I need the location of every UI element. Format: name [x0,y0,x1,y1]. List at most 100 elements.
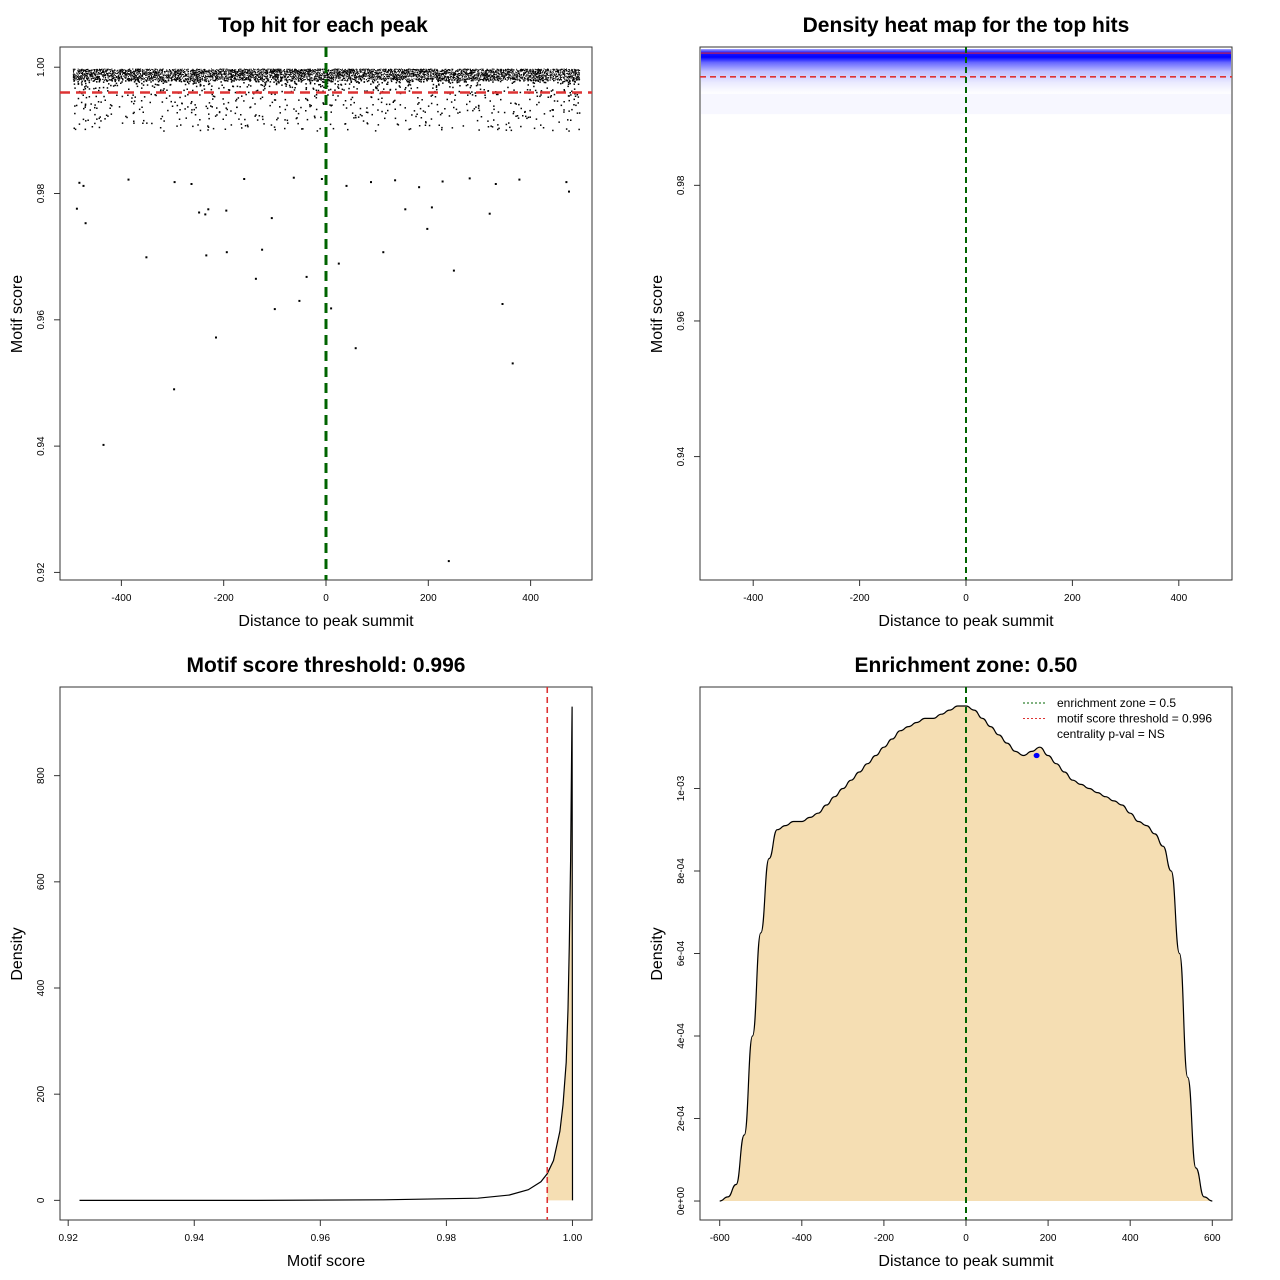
data-point [249,78,251,80]
data-point [101,68,103,70]
data-point [225,74,227,76]
data-point [433,74,435,76]
data-point [350,68,352,70]
data-point [179,78,181,80]
data-point [536,76,538,78]
data-point [192,74,193,75]
data-point [578,71,579,73]
data-point [512,76,514,78]
data-point [405,69,407,71]
data-point [111,76,113,78]
data-point [370,76,372,78]
data-point [123,69,125,71]
data-point [542,76,544,78]
data-point [428,69,430,71]
data-point [230,70,232,71]
data-point [260,73,262,75]
data-point [410,74,412,76]
data-point [504,72,506,74]
data-point [131,77,133,79]
data-point [517,71,518,73]
data-point [236,72,238,74]
data-point [272,77,274,79]
data-point [464,68,466,70]
data-point [522,68,524,70]
data-point [415,74,417,76]
data-point [91,72,93,74]
data-point [221,73,223,75]
data-point [403,73,405,75]
data-point [175,74,176,75]
data-point [173,69,175,71]
data-point [205,71,207,73]
data-point [380,77,382,79]
data-point [451,78,453,80]
data-point [308,73,310,75]
data-point [95,72,97,74]
data-point [156,75,157,77]
data-point [537,69,539,71]
data-point [506,73,508,75]
data-point [498,76,500,78]
data-point [518,71,520,72]
data-point [165,75,167,77]
data-point [358,78,359,80]
data-point [140,76,141,78]
data-point [145,71,147,73]
data-point [263,69,264,71]
data-point [400,75,402,77]
data-point [169,71,171,73]
data-point [222,70,224,72]
data-point [249,72,251,74]
data-point [156,74,158,76]
data-point [486,76,488,78]
data-point [161,72,163,74]
data-point [368,74,370,76]
data-point [572,70,574,72]
data-point [523,77,525,79]
data-point [447,78,449,79]
data-point [123,75,125,77]
data-point [330,78,332,80]
data-point [179,76,181,78]
data-point [525,70,527,72]
data-point [222,78,224,80]
data-point [105,74,107,76]
data-point [444,77,446,79]
data-point [436,75,438,77]
data-point [241,78,242,80]
data-point [230,78,232,80]
data-point [490,72,492,74]
data-point [507,68,509,70]
data-point [420,68,422,70]
data-point [88,77,90,79]
data-point [559,72,561,74]
data-point [288,73,290,75]
data-point [338,75,340,77]
data-point [464,76,466,78]
data-point [357,72,359,74]
data-point [153,70,155,72]
data-point [72,77,74,79]
data-point [229,73,231,75]
data-point [455,78,457,80]
data-point [418,79,420,80]
data-point [394,70,396,72]
data-point [231,70,233,72]
data-point [87,77,89,79]
data-point [298,70,299,72]
data-point [520,74,522,76]
data-point [256,68,258,70]
data-point [407,71,409,73]
data-point [560,78,562,80]
data-point [174,78,176,79]
data-point [411,76,413,78]
data-point [348,74,350,75]
data-point [306,78,308,79]
data-point [205,71,207,72]
data-point [144,74,146,75]
data-point [341,72,343,74]
data-point [432,74,434,75]
data-point [545,69,547,71]
data-point [205,73,207,75]
